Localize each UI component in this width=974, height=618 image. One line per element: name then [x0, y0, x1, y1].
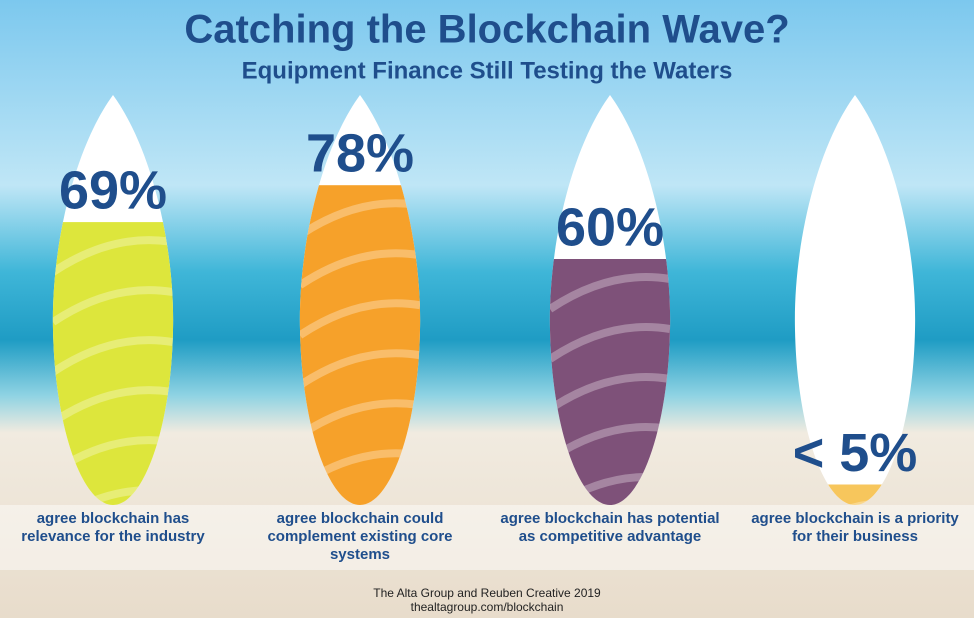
category-label: agree blockchain has potential as compet… [500, 510, 720, 545]
category-label: agree blockchain could complement existi… [267, 510, 453, 563]
value-label: < 5% [793, 423, 918, 483]
board-pattern [549, 323, 671, 363]
board-pattern [299, 399, 421, 439]
board-fill [794, 484, 916, 505]
board-pattern [549, 373, 671, 413]
value-label: 78% [306, 123, 414, 183]
board-fill [299, 185, 421, 505]
board-pattern [299, 299, 421, 339]
board-pattern [52, 386, 174, 426]
source: The Alta Group and Reuben Creative 2019 [373, 586, 601, 600]
chart-subtitle: Equipment Finance Still Testing the Wate… [242, 57, 733, 84]
value-label: 60% [556, 197, 664, 257]
board-pattern [299, 349, 421, 389]
category-label: agree blockchain is a priority for their… [751, 510, 959, 545]
category-label: agree blockchain has relevance for the i… [21, 510, 205, 545]
board-pattern [52, 286, 174, 326]
chart-title: Catching the Blockchain Wave? [184, 8, 789, 52]
board-pattern [52, 336, 174, 376]
caption-band [0, 505, 974, 570]
board-pattern [52, 236, 174, 276]
board-pattern [299, 249, 421, 289]
source-url: thealtagroup.com/blockchain [410, 600, 564, 614]
value-label: 69% [59, 160, 167, 220]
surfboard [794, 95, 916, 505]
board-pattern [549, 273, 671, 313]
